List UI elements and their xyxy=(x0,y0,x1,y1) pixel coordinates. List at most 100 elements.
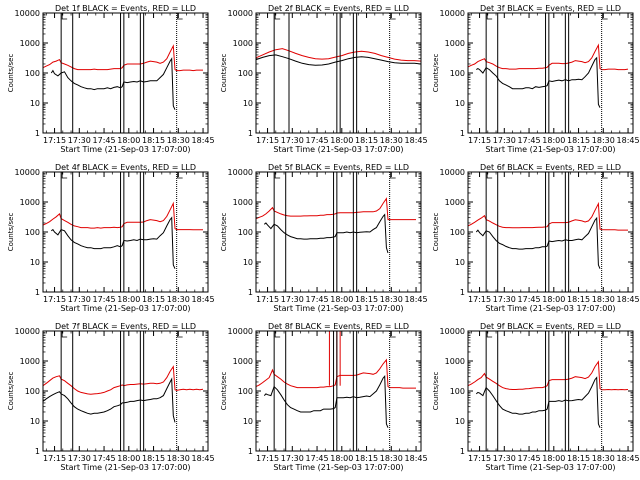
y-tick-label: 1000 xyxy=(233,198,253,207)
panel-title: Det 1f BLACK = Events, RED = LLD xyxy=(55,4,196,13)
x-tick-label: 18:15 xyxy=(142,136,165,145)
x-tick-label: 18:15 xyxy=(567,136,590,145)
series-events-line xyxy=(51,216,176,269)
marker-bracket xyxy=(390,172,396,179)
x-tick-label: 18:15 xyxy=(567,295,590,304)
x-tick-label: 18:30 xyxy=(167,295,190,304)
y-tick-label: 1 xyxy=(248,288,253,297)
x-tick-label: 17:30 xyxy=(493,136,516,145)
marker-bracket xyxy=(274,13,281,20)
y-tick-label: 100 xyxy=(450,228,465,237)
panel-title: Det 4f BLACK = Events, RED = LLD xyxy=(55,163,196,172)
marker-bracket xyxy=(486,172,493,179)
x-tick-label: 17:15 xyxy=(256,295,279,304)
x-tick-label: 18:30 xyxy=(167,454,190,463)
x-tick-label: 17:45 xyxy=(306,136,329,145)
x-tick-label: 17:15 xyxy=(256,454,279,463)
series-lld-line xyxy=(255,358,416,389)
x-tick-label: 18:30 xyxy=(380,454,403,463)
x-axis-label: Start Time (21-Sep-03 17:07:00) xyxy=(60,304,190,313)
y-tick-label: 1000 xyxy=(233,39,253,48)
axes-frame xyxy=(255,171,422,293)
panel-title: Det 8f BLACK = Events, RED = LLD xyxy=(268,322,409,331)
axes-frame xyxy=(467,330,634,452)
x-tick-label: 18:45 xyxy=(617,295,640,304)
y-tick-label: 1000 xyxy=(20,198,40,207)
y-tick-label: 10 xyxy=(30,99,40,108)
x-axis-label: Start Time (21-Sep-03 17:07:00) xyxy=(273,463,403,472)
marker-bracket xyxy=(274,331,281,338)
x-tick-label: 17:30 xyxy=(493,295,516,304)
x-tick-label: 18:30 xyxy=(592,454,615,463)
x-tick-label: 17:15 xyxy=(43,136,66,145)
series-lld-line xyxy=(467,43,629,71)
x-tick-label: 18:30 xyxy=(592,136,615,145)
marker-bracket xyxy=(602,172,608,179)
x-tick-label: 18:00 xyxy=(117,136,140,145)
y-axis-label: Counts/sec xyxy=(220,54,228,93)
y-axis-label: Counts/sec xyxy=(7,54,15,93)
x-tick-label: 18:00 xyxy=(542,136,565,145)
y-tick-label: 10 xyxy=(30,417,40,426)
x-tick-label: 18:00 xyxy=(330,295,353,304)
x-tick-label: 17:45 xyxy=(306,295,329,304)
marker-bracket xyxy=(274,172,281,179)
y-tick-label: 1000 xyxy=(233,357,253,366)
x-tick-label: 17:45 xyxy=(93,295,116,304)
x-tick-label: 17:15 xyxy=(43,454,66,463)
series-events-line xyxy=(263,375,389,428)
y-tick-label: 1 xyxy=(248,447,253,456)
chart-panel-3: Det 3f BLACK = Events, RED = LLD 1 10 100 10… xyxy=(432,4,640,154)
marker-bracket xyxy=(61,331,68,338)
y-tick-label: 10000 xyxy=(15,9,40,18)
x-axis-label: Start Time (21-Sep-03 17:07:00) xyxy=(60,145,190,154)
x-tick-label: 17:30 xyxy=(281,454,304,463)
x-tick-label: 18:45 xyxy=(192,136,215,145)
y-tick-label: 100 xyxy=(450,387,465,396)
x-tick-label: 18:00 xyxy=(330,136,353,145)
x-tick-label: 18:15 xyxy=(355,136,378,145)
x-tick-label: 17:30 xyxy=(493,454,516,463)
series-lld-line xyxy=(42,201,203,231)
axes-frame xyxy=(255,330,422,452)
y-tick-label: 1 xyxy=(35,288,40,297)
x-tick-label: 17:30 xyxy=(68,295,91,304)
series-lld-line xyxy=(42,44,203,72)
x-tick-label: 18:15 xyxy=(355,295,378,304)
x-tick-label: 18:30 xyxy=(167,136,190,145)
x-axis-label: Start Time (21-Sep-03 17:07:00) xyxy=(273,145,403,154)
y-tick-label: 10 xyxy=(243,417,253,426)
y-tick-label: 1000 xyxy=(20,357,40,366)
x-tick-label: 18:45 xyxy=(192,454,215,463)
x-axis-label: Start Time (21-Sep-03 17:07:00) xyxy=(273,304,403,313)
chart-panel-7: Det 7f BLACK = Events, RED = LLD 1 10 100 10… xyxy=(7,322,215,472)
chart-panel-6: Det 6f BLACK = Events, RED = LLD 1 10 100 10… xyxy=(432,163,640,313)
marker-bracket xyxy=(602,331,608,338)
y-axis-label: Counts/sec xyxy=(432,54,440,93)
y-tick-label: 1 xyxy=(460,129,465,138)
y-tick-label: 10 xyxy=(243,99,253,108)
marker-bracket xyxy=(390,331,396,338)
marker-bracket xyxy=(177,13,183,20)
series-events-line xyxy=(42,377,176,423)
y-tick-label: 1 xyxy=(248,129,253,138)
y-tick-label: 1000 xyxy=(445,357,465,366)
y-tick-label: 10000 xyxy=(15,168,40,177)
y-tick-label: 10 xyxy=(455,99,465,108)
marker-bracket xyxy=(61,13,68,20)
series-events-line xyxy=(475,376,601,428)
panel-title: Det 6f BLACK = Events, RED = LLD xyxy=(480,163,621,172)
y-tick-label: 1000 xyxy=(445,198,465,207)
series-lld-line xyxy=(467,201,628,231)
x-axis-label: Start Time (21-Sep-03 17:07:00) xyxy=(485,304,615,313)
x-tick-label: 17:15 xyxy=(468,136,491,145)
x-tick-label: 17:45 xyxy=(93,454,116,463)
chart-panel-9: Det 9f BLACK = Events, RED = LLD 1 10 100 10… xyxy=(432,322,640,472)
x-tick-label: 17:45 xyxy=(306,454,329,463)
y-tick-label: 100 xyxy=(25,228,40,237)
x-tick-label: 17:15 xyxy=(468,454,491,463)
marker-bracket xyxy=(390,13,396,20)
y-tick-label: 100 xyxy=(238,228,253,237)
x-tick-label: 18:15 xyxy=(142,295,165,304)
panel-title: Det 2f BLACK = Events, RED = LLD xyxy=(268,4,409,13)
